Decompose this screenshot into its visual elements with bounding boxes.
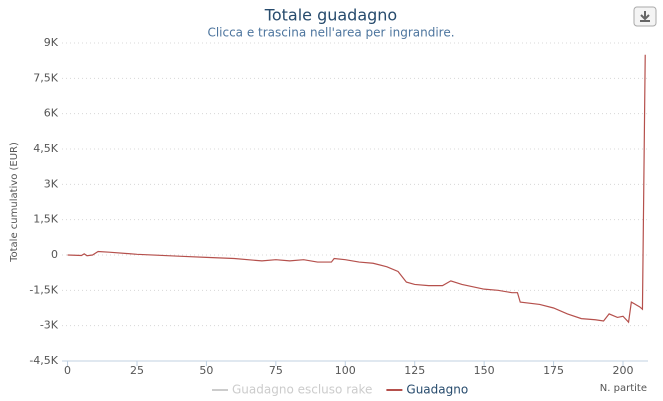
- download-button[interactable]: [633, 6, 657, 27]
- series-line: [67, 54, 646, 324]
- x-tick-label: 100: [335, 364, 356, 377]
- y-tick-label: -4,5K: [29, 354, 58, 367]
- y-tick-label: 6K: [44, 107, 59, 120]
- x-tick-label: 125: [404, 364, 425, 377]
- y-tick-label: -3K: [40, 319, 59, 332]
- x-tick-label: 0: [64, 364, 71, 377]
- y-tick-label: -1,5K: [29, 283, 58, 296]
- legend-label[interactable]: Guadagno: [406, 383, 468, 397]
- x-axis-label: N. partite: [600, 383, 647, 394]
- y-axis-label: Totale cumulativo (EUR): [9, 142, 20, 263]
- chart-subtitle: Clicca e trascina nell'area per ingrandi…: [207, 26, 454, 40]
- chart-title: Totale guadagno: [264, 6, 397, 25]
- x-tick-label: 150: [474, 364, 495, 377]
- x-tick-label: 75: [269, 364, 283, 377]
- y-tick-label: 9K: [44, 36, 59, 49]
- y-tick-label: 3K: [44, 177, 59, 190]
- legend-label[interactable]: Guadagno escluso rake: [232, 383, 372, 397]
- y-tick-label: 0: [51, 248, 58, 261]
- x-tick-label: 200: [613, 364, 634, 377]
- x-tick-label: 50: [199, 364, 213, 377]
- x-tick-label: 175: [543, 364, 564, 377]
- y-tick-label: 1,5K: [33, 213, 58, 226]
- x-tick-label: 25: [130, 364, 144, 377]
- y-tick-label: 4,5K: [33, 142, 58, 155]
- y-tick-label: 7,5K: [33, 71, 58, 84]
